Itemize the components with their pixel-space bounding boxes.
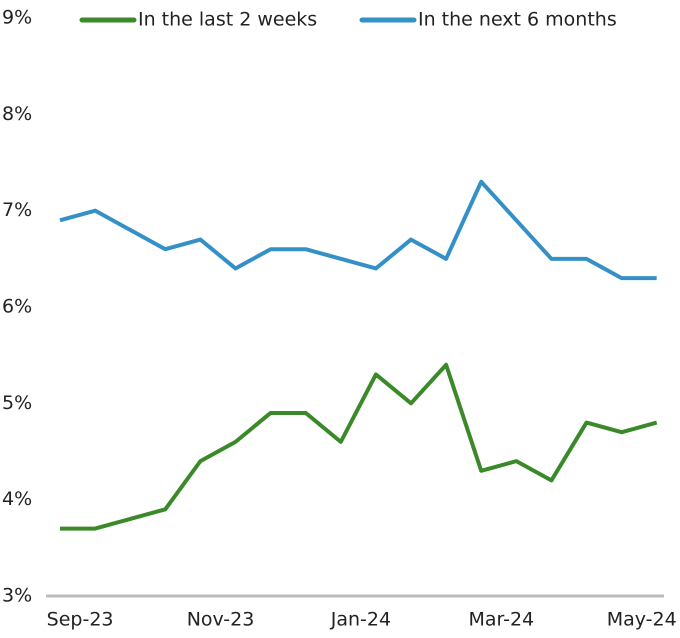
x-tick-label: Jan-24 — [330, 609, 391, 631]
y-tick-label: 4% — [2, 488, 32, 510]
x-tick-label: Mar-24 — [468, 609, 534, 631]
line — [60, 362, 658, 531]
legend-label: In the last 2 weeks — [138, 9, 317, 31]
x-tick-label: Nov-23 — [187, 609, 255, 631]
legend-label: In the next 6 months — [418, 9, 617, 31]
x-tick-label: Sep-23 — [47, 609, 114, 631]
y-tick-label: 8% — [2, 103, 32, 125]
x-tick-label: May-24 — [607, 609, 677, 631]
y-tick-label: 3% — [2, 585, 32, 607]
y-tick-label: 7% — [2, 199, 32, 221]
y-tick-label: 5% — [2, 392, 32, 414]
y-tick-label: 9% — [2, 7, 32, 29]
y-tick-label: 6% — [2, 296, 32, 318]
line — [59, 179, 657, 281]
